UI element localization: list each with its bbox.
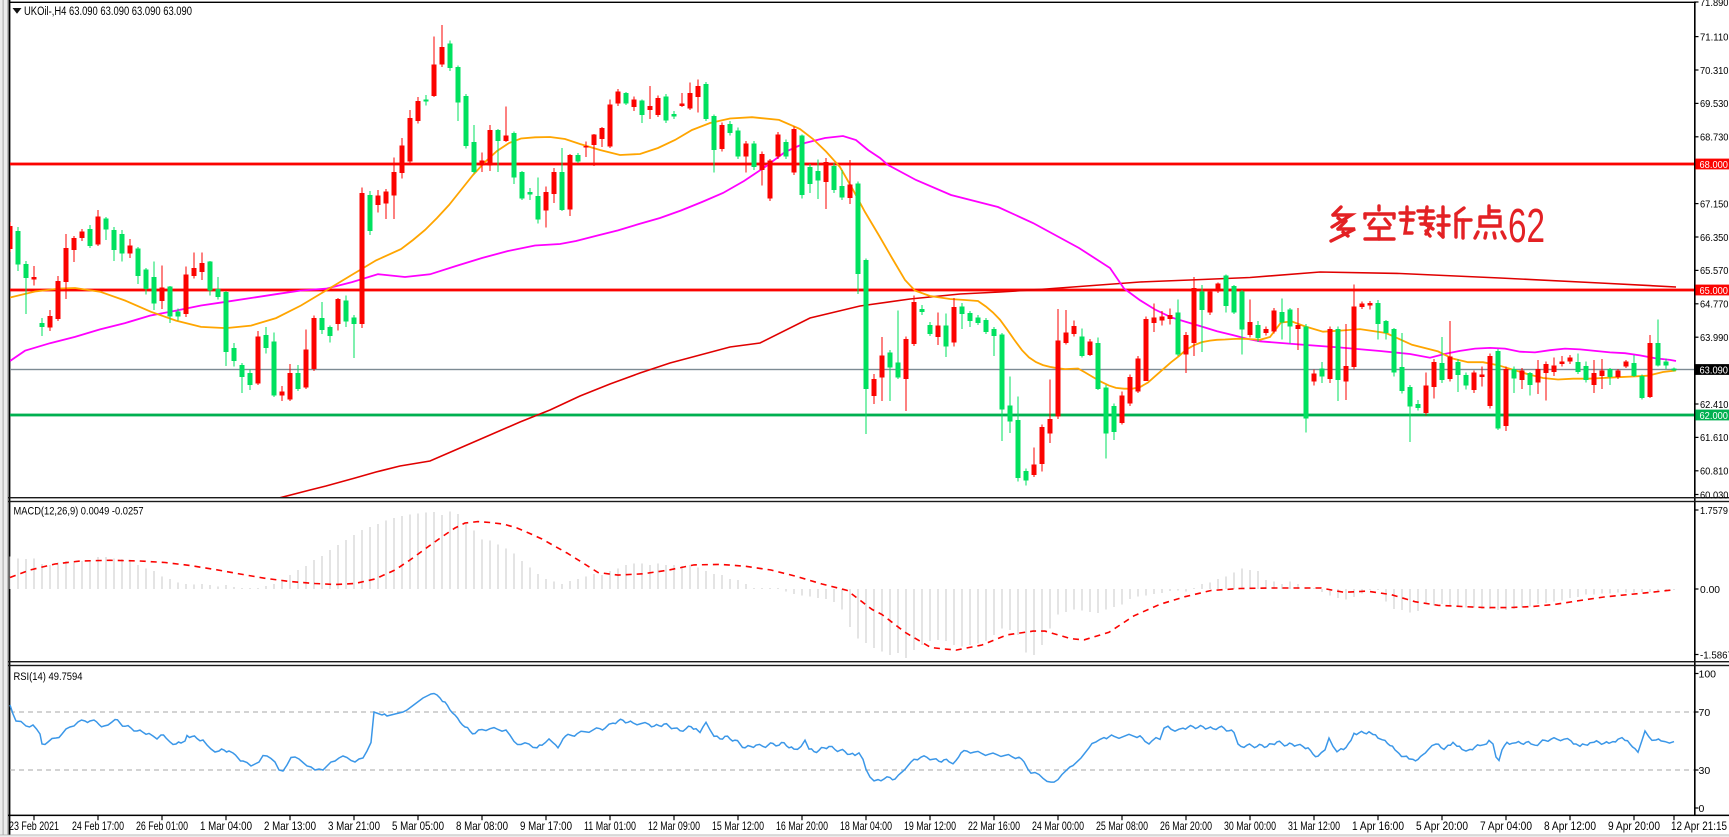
svg-text:18 Mar 04:00: 18 Mar 04:00 [840,819,892,833]
svg-text:16 Mar 20:00: 16 Mar 20:00 [776,819,828,833]
svg-text:23 Feb 2021: 23 Feb 2021 [9,819,59,833]
svg-text:65.570: 65.570 [1700,265,1729,277]
svg-text:24 Mar 00:00: 24 Mar 00:00 [1032,819,1084,833]
svg-text:5 Mar 05:00: 5 Mar 05:00 [392,819,444,833]
svg-text:60.810: 60.810 [1700,466,1729,478]
svg-text:65.000: 65.000 [1700,285,1729,297]
svg-text:26 Mar 20:00: 26 Mar 20:00 [1160,819,1212,833]
svg-text:8 Mar 08:00: 8 Mar 08:00 [456,819,508,833]
svg-text:68.730: 68.730 [1700,132,1729,144]
svg-text:19 Mar 12:00: 19 Mar 12:00 [904,819,956,833]
svg-text:64.770: 64.770 [1700,299,1729,311]
svg-text:24 Feb 17:00: 24 Feb 17:00 [72,819,124,833]
svg-text:0.00: 0.00 [1700,584,1720,596]
svg-text:1 Mar 04:00: 1 Mar 04:00 [200,819,252,833]
svg-text:3 Mar 21:00: 3 Mar 21:00 [328,819,380,833]
svg-text:25 Mar 08:00: 25 Mar 08:00 [1096,819,1148,833]
svg-text:71.110: 71.110 [1700,31,1729,43]
svg-text:RSI(14) 49.7594: RSI(14) 49.7594 [14,671,83,683]
svg-text:31 Mar 12:00: 31 Mar 12:00 [1288,819,1340,833]
svg-text:0: 0 [1699,803,1705,815]
svg-text:9 Apr 20:00: 9 Apr 20:00 [1608,819,1660,833]
svg-text:12 Apr 21:15: 12 Apr 21:15 [1671,819,1727,833]
svg-text:30: 30 [1699,765,1711,777]
svg-text:15 Mar 12:00: 15 Mar 12:00 [712,819,764,833]
svg-text:61.610: 61.610 [1700,432,1729,444]
svg-text:71.890: 71.890 [1700,0,1729,9]
svg-text:69.530: 69.530 [1700,98,1729,110]
svg-text:63.990: 63.990 [1700,332,1729,344]
svg-text:8 Apr 12:00: 8 Apr 12:00 [1544,819,1596,833]
svg-text:MACD(12,26,9) 0.0049 -0.0257: MACD(12,26,9) 0.0049 -0.0257 [14,506,144,518]
svg-text:63.090: 63.090 [1700,364,1729,376]
svg-text:1.7579: 1.7579 [1700,505,1728,517]
svg-text:66.350: 66.350 [1700,232,1729,244]
svg-text:62: 62 [1508,200,1545,253]
svg-text:11 Mar 01:00: 11 Mar 01:00 [584,819,636,833]
svg-text:30 Mar 00:00: 30 Mar 00:00 [1224,819,1276,833]
svg-text:67.150: 67.150 [1700,198,1729,210]
svg-text:62.000: 62.000 [1700,410,1729,422]
svg-text:22 Mar 16:00: 22 Mar 16:00 [968,819,1020,833]
svg-text:12 Mar 09:00: 12 Mar 09:00 [648,819,700,833]
svg-text:62.410: 62.410 [1700,399,1729,411]
svg-text:26 Feb 01:00: 26 Feb 01:00 [136,819,188,833]
svg-text:100: 100 [1699,668,1717,680]
svg-text:9 Mar 17:00: 9 Mar 17:00 [520,819,572,833]
svg-text:2 Mar 13:00: 2 Mar 13:00 [264,819,316,833]
svg-text:60.030: 60.030 [1700,489,1729,501]
svg-text:70.310: 70.310 [1700,65,1729,77]
svg-text:68.000: 68.000 [1700,159,1729,171]
svg-text:5 Apr 20:00: 5 Apr 20:00 [1416,819,1468,833]
svg-text:7 Apr 04:00: 7 Apr 04:00 [1480,819,1532,833]
svg-text:1 Apr 16:00: 1 Apr 16:00 [1352,819,1404,833]
svg-text:-1.5867: -1.5867 [1700,649,1729,661]
svg-text:UKOil-,H4 63.090 63.090 63.09: UKOil-,H4 63.090 63.090 63.090 63.090 [24,6,192,18]
svg-text:70: 70 [1699,707,1711,719]
